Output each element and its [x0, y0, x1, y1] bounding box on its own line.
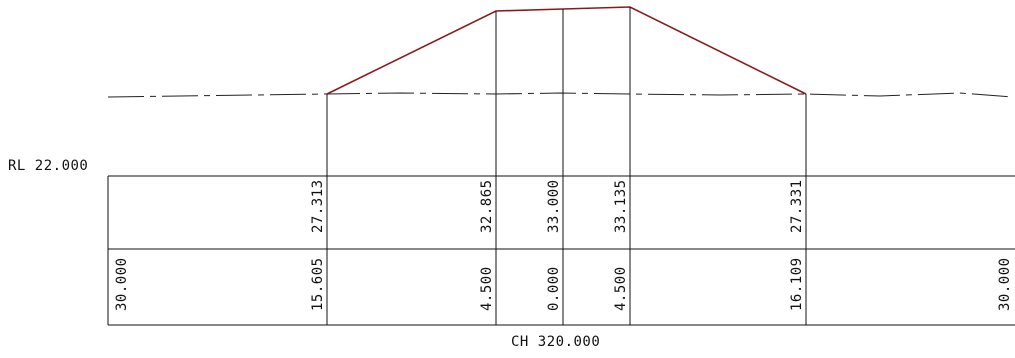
offset-value-left-shoulder: 4.500 — [479, 266, 495, 311]
design-profile-line — [326, 6, 807, 95]
chainage-label: CH 320.000 — [511, 334, 600, 350]
offset-value-left-toe: 15.605 — [310, 257, 326, 311]
offset-value-right-shoulder: 4.500 — [613, 266, 629, 311]
offset-value-left-edge: 30.000 — [114, 257, 130, 311]
offset-value-right-toe: 16.109 — [789, 257, 805, 311]
level-value-right-shoulder: 33.135 — [613, 179, 629, 233]
datum-label: RL 22.000 — [8, 158, 88, 174]
existing-ground-line — [107, 92, 1014, 98]
level-value-left-toe: 27.313 — [310, 179, 326, 233]
offset-value-centerline: 0.000 — [546, 266, 562, 311]
level-value-centerline: 33.000 — [546, 179, 562, 233]
level-value-right-toe: 27.331 — [789, 179, 805, 233]
offset-value-right-edge: 30.000 — [997, 257, 1013, 311]
level-value-left-shoulder: 32.865 — [479, 179, 495, 233]
